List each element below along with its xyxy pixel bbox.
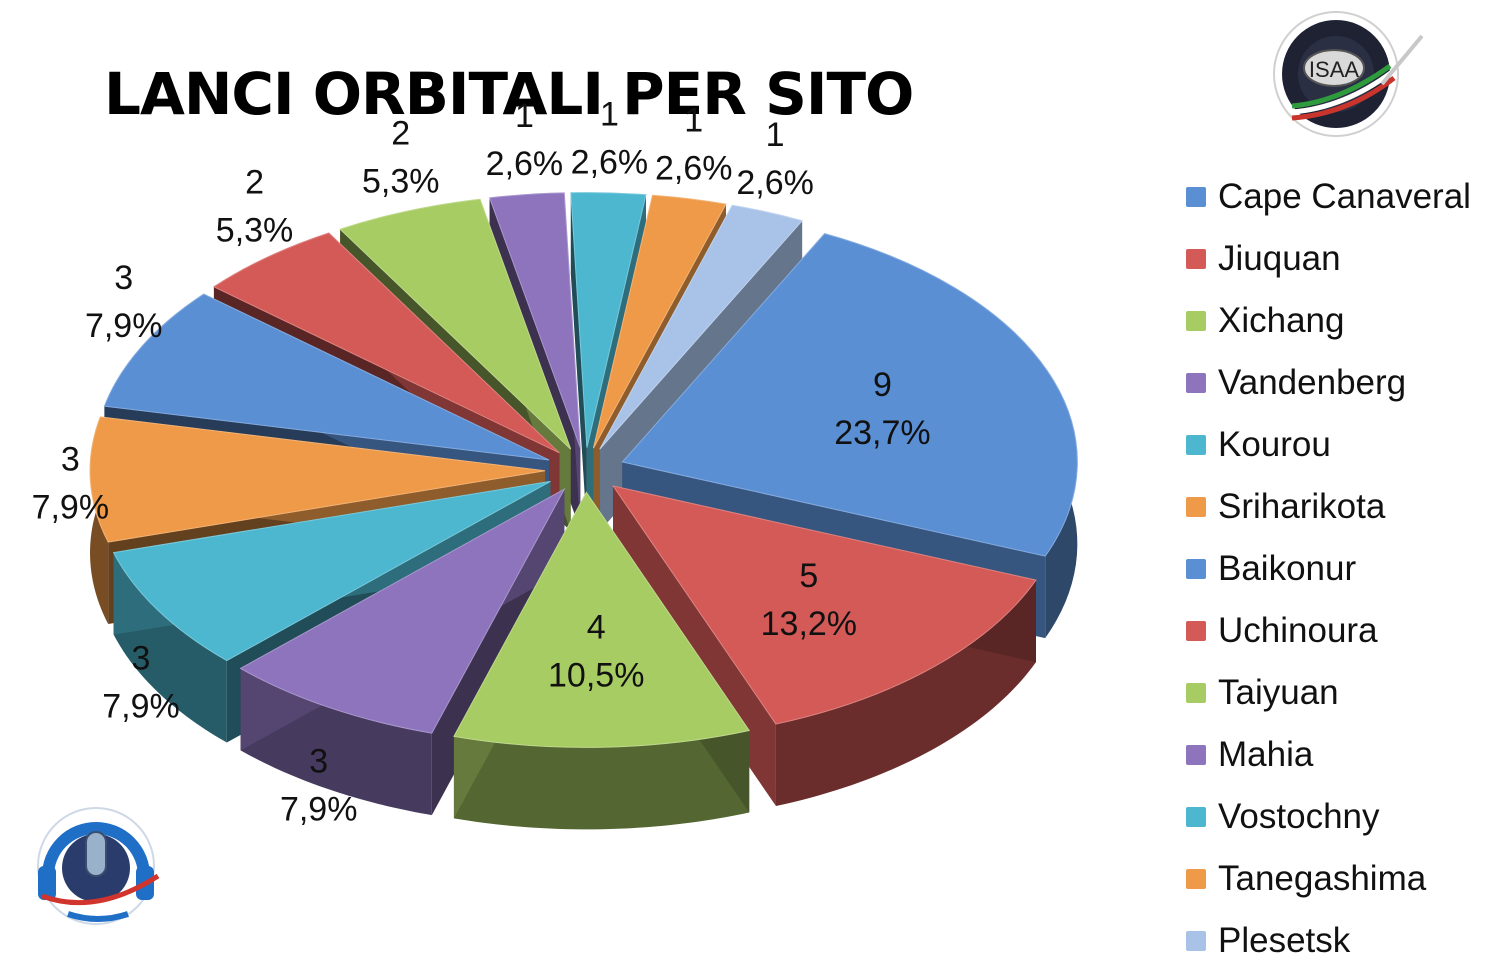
legend-label: Cape Canaveral xyxy=(1218,177,1471,216)
percent-label-baikonur: 7,9% xyxy=(85,307,163,345)
legend-label: Sriharikota xyxy=(1218,487,1386,526)
legend-label: Vostochny xyxy=(1218,797,1380,836)
pie-slice-xichang xyxy=(453,491,751,830)
legend-swatch xyxy=(1186,311,1206,331)
value-label-taiyuan: 2 xyxy=(391,115,410,153)
legend-swatch xyxy=(1186,869,1206,889)
legend-swatch xyxy=(1186,435,1206,455)
legend-item-vandenberg: Vandenberg xyxy=(1186,352,1471,414)
legend-label: Jiuquan xyxy=(1218,239,1341,278)
percent-label-mahia: 2,6% xyxy=(486,145,564,183)
legend-item-sriharikota: Sriharikota xyxy=(1186,476,1471,538)
percent-label-uchinoura: 5,3% xyxy=(216,212,294,250)
legend-item-tanegashima: Tanegashima xyxy=(1186,848,1471,910)
legend-label: Baikonur xyxy=(1218,549,1357,588)
percent-label-xichang: 10,5% xyxy=(548,656,644,694)
percent-label-sriharikota: 7,9% xyxy=(32,488,110,526)
radio-logo-bottom-left xyxy=(28,796,168,936)
value-label-baikonur: 3 xyxy=(114,259,133,297)
value-label-tanegashima: 1 xyxy=(684,102,703,140)
value-label-mahia: 1 xyxy=(515,97,534,135)
legend-swatch xyxy=(1186,683,1206,703)
percent-label-jiuquan: 13,2% xyxy=(761,605,857,643)
value-label-jiuquan: 5 xyxy=(799,557,818,595)
legend-swatch xyxy=(1186,249,1206,269)
legend-item-xichang: Xichang xyxy=(1186,290,1471,352)
legend-item-kourou: Kourou xyxy=(1186,414,1471,476)
legend-item-cape-canaveral: Cape Canaveral xyxy=(1186,166,1471,228)
value-label-vostochny: 1 xyxy=(600,95,619,133)
value-label-vandenberg: 3 xyxy=(309,742,328,780)
legend-label: Vandenberg xyxy=(1218,363,1407,402)
legend-swatch xyxy=(1186,621,1206,641)
percent-label-cape-canaveral: 23,7% xyxy=(834,414,930,452)
legend-item-mahia: Mahia xyxy=(1186,724,1471,786)
legend-label: Plesetsk xyxy=(1218,921,1351,960)
legend-item-taiyuan: Taiyuan xyxy=(1186,662,1471,724)
value-label-cape-canaveral: 9 xyxy=(873,366,892,404)
percent-label-vandenberg: 7,9% xyxy=(280,790,358,828)
legend-item-baikonur: Baikonur xyxy=(1186,538,1471,600)
value-label-kourou: 3 xyxy=(132,639,151,677)
legend-label: Tanegashima xyxy=(1218,859,1427,898)
chart-title: LANCI ORBITALI PER SITO xyxy=(104,60,914,128)
value-label-sriharikota: 3 xyxy=(61,440,80,478)
legend-swatch xyxy=(1186,931,1206,951)
value-label-plesetsk: 1 xyxy=(766,116,785,154)
legend-item-vostochny: Vostochny xyxy=(1186,786,1471,848)
legend: Cape Canaveral Jiuquan Xichang Vandenberg Ko… xyxy=(1186,166,1471,972)
percent-label-plesetsk: 2,6% xyxy=(736,164,814,202)
data-labels: 9 23,7% 5 13,2% 4 10,5% 3 7,9% 3 7,9% 3 7,9% 3 7,9% 2 5… xyxy=(32,95,931,828)
legend-item-plesetsk: Plesetsk xyxy=(1186,910,1471,972)
value-label-uchinoura: 2 xyxy=(245,164,264,202)
value-label-xichang: 4 xyxy=(587,608,606,646)
legend-swatch xyxy=(1186,807,1206,827)
percent-label-kourou: 7,9% xyxy=(102,687,180,725)
legend-swatch xyxy=(1186,373,1206,393)
legend-label: Kourou xyxy=(1218,425,1331,464)
legend-label: Xichang xyxy=(1218,301,1345,340)
isaa-logo-text: ISAA xyxy=(1309,57,1359,82)
legend-item-jiuquan: Jiuquan xyxy=(1186,228,1471,290)
percent-label-vostochny: 2,6% xyxy=(571,143,649,181)
legend-label: Uchinoura xyxy=(1218,611,1378,650)
legend-swatch xyxy=(1186,187,1206,207)
legend-swatch xyxy=(1186,559,1206,579)
legend-label: Taiyuan xyxy=(1218,673,1339,712)
legend-swatch xyxy=(1186,745,1206,765)
percent-label-taiyuan: 5,3% xyxy=(362,163,440,201)
isaa-logo-top-right: ISAA xyxy=(1270,6,1430,142)
percent-label-tanegashima: 2,6% xyxy=(655,150,733,188)
legend-swatch xyxy=(1186,497,1206,517)
pie-slices xyxy=(89,192,1078,830)
legend-item-uchinoura: Uchinoura xyxy=(1186,600,1471,662)
legend-label: Mahia xyxy=(1218,735,1314,774)
